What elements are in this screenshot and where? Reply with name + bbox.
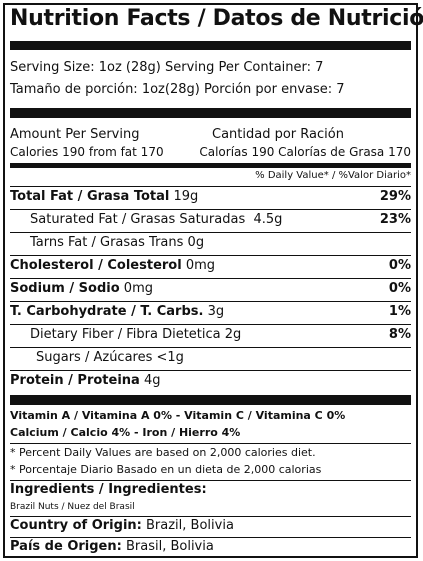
footnote-es: * Porcentaje Diario Basado en un dieta d… — [10, 463, 322, 476]
origin-label-en: Country of Origin: — [10, 518, 142, 533]
nutrient-row-sodium: Sodium / Sodio 0mg 0% — [10, 281, 411, 296]
nutrient-row-protein: Protein / Proteina 4g — [10, 373, 411, 388]
calories-row: Calories 190 from fat 170 Calorías 190 C… — [10, 145, 411, 159]
origin-value-en: Brazil, Bolivia — [146, 518, 234, 533]
nutrition-label: Nutrition Facts / Datos de Nutrición Ser… — [3, 3, 423, 558]
nutrient-name: T. Carbohydrate / T. Carbs. — [10, 304, 204, 319]
divider — [10, 347, 411, 348]
daily-value-header: % Daily Value* / %Valor Diario* — [255, 170, 411, 181]
serving-rule — [10, 108, 411, 118]
nutrient-name: Cholesterol / Colesterol — [10, 258, 182, 273]
calories-en: Calories 190 from fat 170 — [10, 145, 164, 159]
nutrient-name: Tarns Fat / Grasas Trans — [30, 235, 184, 250]
label-title: Nutrition Facts / Datos de Nutrición — [10, 6, 423, 31]
nutrient-amount: 4g — [143, 373, 161, 388]
nutrient-amount: 0mg — [123, 281, 153, 296]
nutrient-row-cholesterol: Cholesterol / Colesterol 0mg 0% — [10, 258, 411, 273]
amount-header: Amount Per Serving Cantidad por Ración — [10, 127, 411, 142]
nutrient-row-total-fat: Total Fat / Grasa Total 19g 29% — [10, 189, 411, 204]
nutrient-name: Sugars / Azúcares — [36, 350, 153, 365]
nutrient-name: Saturated Fat / Grasas Saturadas — [30, 212, 246, 227]
ingredients-text: Brazil Nuts / Nuez del Brasil — [10, 502, 135, 512]
divider — [10, 209, 411, 210]
nutrient-amount: <1g — [156, 350, 184, 365]
ingredients-heading: Ingredients / Ingredientes: — [10, 482, 207, 497]
nutrient-amount: 4.5g — [253, 212, 283, 227]
origin-value-es: Brasil, Bolivia — [125, 539, 214, 554]
nutrient-dv: 23% — [379, 212, 411, 227]
serving-size-en: Serving Size: 1oz (28g) Serving Per Cont… — [10, 60, 324, 75]
divider — [10, 443, 411, 444]
vitamins-line-2: Calcium / Calcio 4% - Iron / Hierro 4% — [10, 426, 241, 439]
amount-header-en: Amount Per Serving — [10, 127, 140, 142]
nutrient-name: Sodium / Sodio — [10, 281, 120, 296]
country-of-origin-es: País de Origen: Brasil, Bolivia — [10, 539, 411, 554]
nutrient-amount: 3g — [207, 304, 225, 319]
nutrient-amount: 2g — [224, 327, 242, 342]
nutrient-row-carbohydrate: T. Carbohydrate / T. Carbs. 3g 1% — [10, 304, 411, 319]
nutrient-row-trans-fat: Tarns Fat / Grasas Trans 0g — [10, 235, 411, 250]
divider — [10, 186, 411, 187]
nutrient-dv: 1% — [388, 304, 411, 319]
protein-rule — [10, 395, 411, 405]
calories-rule — [10, 163, 411, 168]
nutrient-name: Dietary Fiber / Fibra Dietetica — [30, 327, 221, 342]
divider — [10, 324, 411, 325]
divider — [10, 370, 411, 371]
nutrient-amount: 0mg — [185, 258, 216, 273]
amount-header-es: Cantidad por Ración — [212, 127, 344, 142]
nutrient-dv: 29% — [379, 189, 411, 204]
divider — [10, 255, 411, 256]
nutrient-name: Protein / Proteina — [10, 373, 140, 388]
nutrient-row-dietary-fiber: Dietary Fiber / Fibra Dietetica 2g 8% — [10, 327, 411, 342]
divider — [10, 301, 411, 302]
nutrient-amount: 19g — [173, 189, 199, 204]
country-of-origin-en: Country of Origin: Brazil, Bolivia — [10, 518, 411, 533]
vitamins-line-1: Vitamin A / Vitamina A 0% - Vitamin C / … — [10, 409, 346, 422]
nutrient-amount: 0g — [187, 235, 205, 250]
origin-label-es: País de Origen: — [10, 539, 122, 554]
divider — [10, 278, 411, 279]
title-rule — [10, 41, 411, 50]
divider — [10, 516, 411, 517]
nutrient-row-saturated-fat: Saturated Fat / Grasas Saturadas 4.5g 23… — [10, 212, 411, 227]
divider — [10, 537, 411, 538]
nutrient-row-sugars: Sugars / Azúcares <1g — [10, 350, 411, 365]
nutrient-dv: 0% — [388, 281, 411, 296]
calories-es: Calorías 190 Calorías de Grasa 170 — [199, 145, 411, 159]
nutrient-dv: 0% — [388, 258, 411, 273]
nutrient-name: Total Fat / Grasa Total — [10, 189, 170, 204]
serving-size-es: Tamaño de porción: 1oz(28g) Porción por … — [10, 82, 345, 97]
nutrient-dv: 8% — [388, 327, 411, 342]
divider — [10, 232, 411, 233]
footnote-en: * Percent Daily Values are based on 2,00… — [10, 446, 316, 459]
divider — [10, 480, 411, 481]
